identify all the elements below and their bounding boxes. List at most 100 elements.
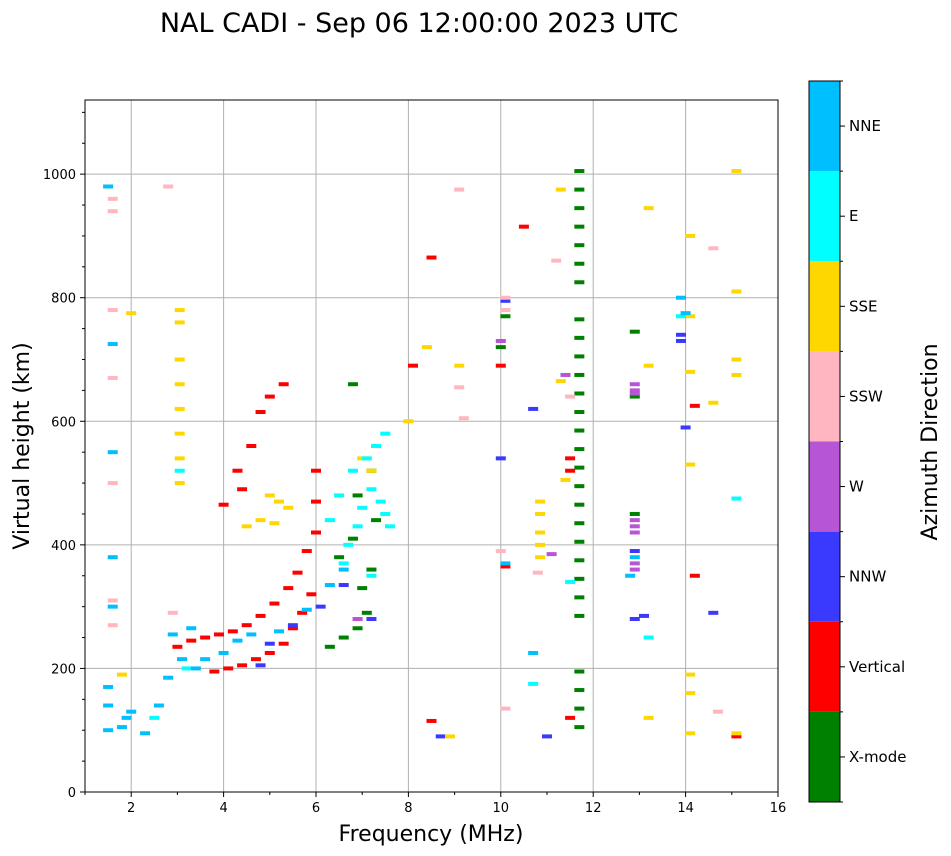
echo-point <box>255 613 266 618</box>
echo-point <box>574 206 585 211</box>
echo-point <box>174 382 185 387</box>
echo-point <box>324 518 335 523</box>
echo-point <box>500 308 511 313</box>
echo-point <box>731 289 742 294</box>
echo-point <box>174 320 185 325</box>
echo-point <box>426 718 437 723</box>
echo-point <box>435 734 446 739</box>
echo-point <box>731 496 742 501</box>
echo-point <box>560 477 571 482</box>
echo-point <box>174 468 185 473</box>
echo-point <box>107 376 118 381</box>
echo-point <box>107 209 118 214</box>
echo-point <box>324 583 335 588</box>
echo-point <box>107 342 118 347</box>
echo-point <box>495 549 506 554</box>
echo-point <box>454 385 465 390</box>
echo-point <box>287 623 298 628</box>
echo-point <box>532 570 543 575</box>
echo-point <box>574 280 585 285</box>
echo-point <box>181 666 192 671</box>
echo-point <box>174 431 185 436</box>
echo-point <box>555 187 566 192</box>
echo-point <box>334 555 345 560</box>
echo-point <box>574 428 585 433</box>
colorbar-title: Azimuth Direction <box>918 343 943 540</box>
echo-point <box>528 650 539 655</box>
echo-point <box>685 314 696 319</box>
echo-point <box>174 406 185 411</box>
colorbar-label: E <box>849 207 858 225</box>
echo-point <box>343 542 354 547</box>
y-tick-label: 0 <box>68 786 76 801</box>
echo-point <box>241 524 252 529</box>
echo-point <box>287 626 298 631</box>
echo-point <box>264 394 275 399</box>
echo-point <box>629 511 640 516</box>
echo-point <box>232 638 243 643</box>
colorbar-swatch <box>809 621 840 712</box>
echo-point <box>264 650 275 655</box>
echo-point <box>458 416 469 421</box>
echo-point <box>366 487 377 492</box>
colorbar-label: W <box>849 478 864 496</box>
echo-point <box>408 363 419 368</box>
plot-frame <box>84 99 779 793</box>
echo-point <box>352 626 363 631</box>
echo-point <box>500 314 511 319</box>
echo-point <box>311 530 321 535</box>
echo-point <box>518 224 529 229</box>
echo-point <box>574 502 585 507</box>
echo-point <box>366 468 377 473</box>
echo-point <box>246 444 257 448</box>
colorbar-swatch <box>809 81 840 172</box>
echo-point <box>357 505 368 510</box>
x-tick-label: 14 <box>677 801 694 816</box>
grid-lines <box>85 100 778 792</box>
echo-point <box>167 610 178 615</box>
echo-point <box>371 444 382 448</box>
echo-point <box>535 511 546 516</box>
echo-point <box>250 657 261 662</box>
echo-point <box>574 465 585 470</box>
data-points <box>103 169 742 739</box>
echo-point <box>107 450 118 455</box>
echo-point <box>560 372 571 377</box>
echo-point <box>574 410 585 415</box>
colorbar-label: X-mode <box>849 748 906 766</box>
echo-point <box>149 715 160 720</box>
echo-point <box>167 632 178 637</box>
echo-point <box>338 583 349 588</box>
echo-point <box>107 481 118 486</box>
echo-point <box>269 601 280 606</box>
echo-point <box>731 731 742 736</box>
echo-point <box>535 542 546 547</box>
echo-point <box>574 484 585 489</box>
echo-point <box>174 357 185 362</box>
echo-point <box>500 706 511 711</box>
echo-point <box>495 338 506 343</box>
colorbar-swatch <box>809 711 840 802</box>
axis-ticks: 2 4 6 8 10 12 14 16 0 200 400 600 800 1000 <box>43 111 786 816</box>
echo-point <box>347 468 358 473</box>
echo-point <box>565 579 576 584</box>
echo-point <box>297 610 308 615</box>
echo-point <box>426 255 437 260</box>
echo-point <box>292 570 303 575</box>
echo-point <box>163 184 174 189</box>
x-tick-label: 12 <box>585 801 602 816</box>
echo-point <box>107 555 118 560</box>
echo-point <box>574 706 585 711</box>
echo-point <box>116 725 127 730</box>
series-x-mode <box>324 169 640 730</box>
echo-point <box>675 338 686 343</box>
series-ssw <box>107 184 723 714</box>
echo-point <box>366 567 377 572</box>
echo-point <box>574 243 585 248</box>
y-tick-label: 800 <box>51 292 76 307</box>
echo-point <box>334 493 345 498</box>
echo-point <box>218 502 229 507</box>
y-tick-label: 200 <box>51 662 76 677</box>
echo-point <box>454 187 465 192</box>
